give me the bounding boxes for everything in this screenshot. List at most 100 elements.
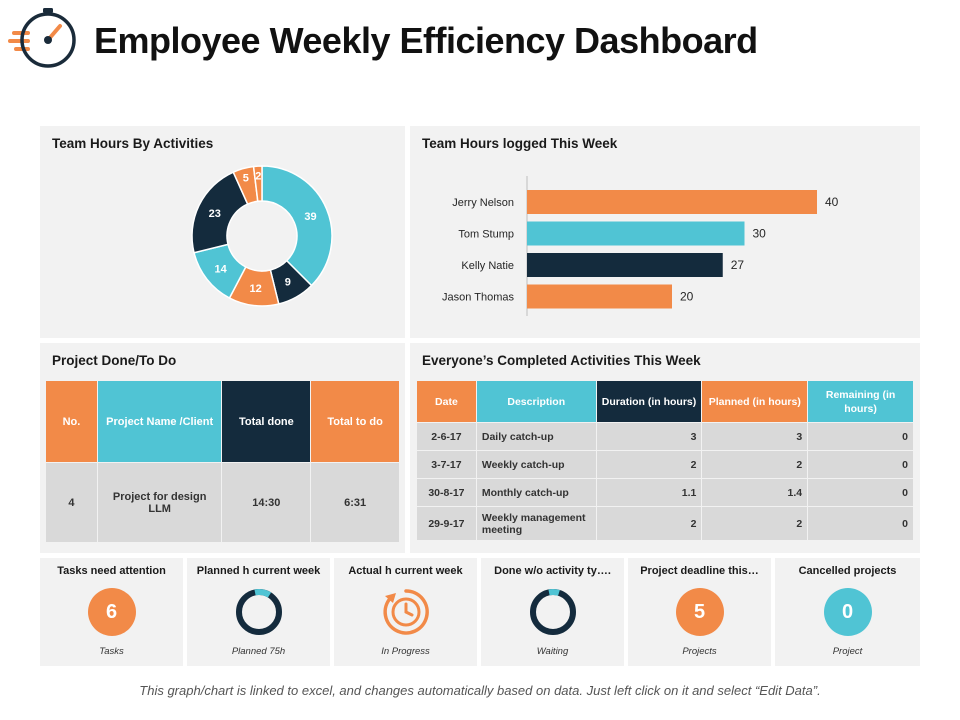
activities-table: Date Description Duration (in hours) Pla… [416, 380, 914, 541]
kpi-title: Project deadline this… [640, 565, 759, 577]
table-row: 29-9-17 Weekly management meeting 2 2 0 [416, 506, 914, 541]
completed-activities-panel: Everyone’s Completed Activities This Wee… [410, 343, 920, 553]
header: Employee Weekly Efficiency Dashboard [8, 6, 948, 74]
donut-data-label: 14 [215, 263, 228, 275]
cell-date: 3-7-17 [416, 450, 477, 479]
activities-panel-title: Everyone’s Completed Activities This Wee… [422, 353, 701, 368]
bar-data-label: 30 [753, 227, 767, 241]
table-row: 4 Project for design LLM 14:30 6:31 [45, 462, 400, 543]
cell-duration: 2 [595, 506, 703, 541]
kpi-cancelled-projects: Cancelled projects 0 Project [775, 558, 920, 666]
ring-progress-icon [529, 589, 576, 635]
kpi-planned-hours: Planned h current week Planned 75h [187, 558, 330, 666]
kpi-title: Actual h current week [348, 565, 463, 577]
bar-data-label: 27 [731, 258, 745, 272]
cell-project-name: Project for design LLM [96, 462, 223, 543]
page-title: Employee Weekly Efficiency Dashboard [94, 20, 758, 61]
kpi-title: Planned h current week [196, 565, 321, 577]
donut-data-label: 39 [304, 211, 316, 223]
footnote: This graph/chart is linked to excel, and… [139, 683, 821, 698]
bar-data-label: 40 [825, 195, 839, 209]
cell-planned: 3 [701, 422, 809, 451]
col-header-duration: Duration (in hours) [595, 380, 703, 423]
donut-chart: 39 9 12 14 23 5 2 [191, 165, 333, 307]
donut-data-label: 5 [243, 173, 249, 185]
cell-total-todo: 6:31 [310, 462, 400, 543]
number-circle-icon: 6 [87, 588, 136, 636]
cell-total-done: 14:30 [221, 462, 312, 543]
col-header-total-todo: Total to do [310, 380, 400, 463]
kpi-project-deadline: Project deadline this… 5 Projects [628, 558, 771, 666]
col-header-remaining: Remaining (in hours) [807, 380, 914, 423]
bar [527, 221, 745, 246]
bar [527, 190, 817, 214]
kpi-footer: Planned 75h [231, 646, 286, 657]
cell-remaining: 0 [807, 506, 914, 541]
bar-chart: Jerry Nelson 40 Tom Stump 30 Kelly Natie 27 Ja… [442, 176, 839, 316]
bar-data-label: 20 [680, 290, 694, 304]
donut-data-label: 9 [285, 277, 291, 289]
cell-duration: 2 [595, 450, 703, 479]
donut-data-label: 2 [255, 171, 261, 183]
cell-description: Weekly management meeting [475, 506, 597, 541]
bar [527, 284, 672, 309]
kpi-footer: Project [832, 646, 863, 657]
col-header-no: No. [45, 380, 98, 463]
project-panel-title: Project Done/To Do [52, 353, 177, 368]
cell-description: Weekly catch-up [475, 450, 597, 479]
col-header-description: Description [475, 380, 597, 423]
team-hours-by-activities-panel: Team Hours By Activities 39 9 12 14 23 5 2 [40, 126, 405, 338]
kpi-title: Tasks need attention [57, 565, 166, 577]
ring-progress-icon [235, 589, 282, 635]
kpi-tasks-need-attention: Tasks need attention 6 Tasks [40, 558, 183, 666]
donut-slice [261, 165, 333, 287]
table-row: 3-7-17 Weekly catch-up 2 2 0 [416, 450, 914, 479]
kpi-footer: Waiting [536, 646, 569, 657]
cell-remaining: 0 [807, 450, 914, 479]
donut-data-label: 23 [209, 208, 221, 220]
kpi-footer: Projects [682, 646, 717, 657]
bar-chart-title: Team Hours logged This Week [422, 136, 618, 151]
cell-planned: 1.4 [701, 478, 809, 507]
number-circle-icon: 0 [823, 588, 872, 636]
kpi-actual-hours: Actual h current week In Progress [334, 558, 477, 666]
cell-no: 4 [45, 462, 98, 543]
table-row: 30-8-17 Monthly catch-up 1.1 1.4 0 [416, 478, 914, 507]
cell-date: 2-6-17 [416, 422, 477, 451]
col-header-planned: Planned (in hours) [701, 380, 809, 423]
col-header-project-name: Project Name /Client [96, 380, 223, 463]
col-header-total-done: Total done [221, 380, 312, 463]
team-hours-logged-panel: Team Hours logged This Week Jerry Nelson… [410, 126, 920, 338]
number-circle-icon: 5 [675, 588, 724, 636]
bar-category-label: Jerry Nelson [452, 197, 514, 209]
bar-category-label: Kelly Natie [461, 260, 514, 272]
cell-description: Monthly catch-up [475, 478, 597, 507]
donut-data-label: 12 [250, 283, 262, 295]
cell-duration: 3 [595, 422, 703, 451]
project-done-todo-panel: Project Done/To Do No. Project Name /Cli… [40, 343, 405, 553]
bar [527, 253, 723, 277]
stopwatch-icon [8, 8, 76, 68]
cell-planned: 2 [701, 506, 809, 541]
cell-remaining: 0 [807, 422, 914, 451]
kpi-footer: Tasks [99, 646, 124, 657]
kpi-row: Tasks need attention 6 Tasks Planned h c… [40, 558, 920, 666]
kpi-value: 5 [675, 588, 724, 636]
clock-progress-icon [382, 589, 429, 635]
donut-chart-title: Team Hours By Activities [52, 136, 214, 151]
kpi-value: 0 [823, 588, 872, 636]
kpi-done-without-activity: Done w/o activity ty…. Waiting [481, 558, 624, 666]
col-header-date: Date [416, 380, 477, 423]
table-row: 2-6-17 Daily catch-up 3 3 0 [416, 422, 914, 451]
cell-date: 29-9-17 [416, 506, 477, 541]
kpi-value: 6 [87, 588, 136, 636]
cell-date: 30-8-17 [416, 478, 477, 507]
cell-duration: 1.1 [595, 478, 703, 507]
cell-description: Daily catch-up [475, 422, 597, 451]
donut-slice [252, 165, 263, 203]
kpi-footer: In Progress [381, 646, 430, 657]
project-table: No. Project Name /Client Total done Tota… [45, 380, 400, 543]
cell-planned: 2 [701, 450, 809, 479]
cell-remaining: 0 [807, 478, 914, 507]
kpi-title: Done w/o activity ty…. [494, 565, 611, 577]
